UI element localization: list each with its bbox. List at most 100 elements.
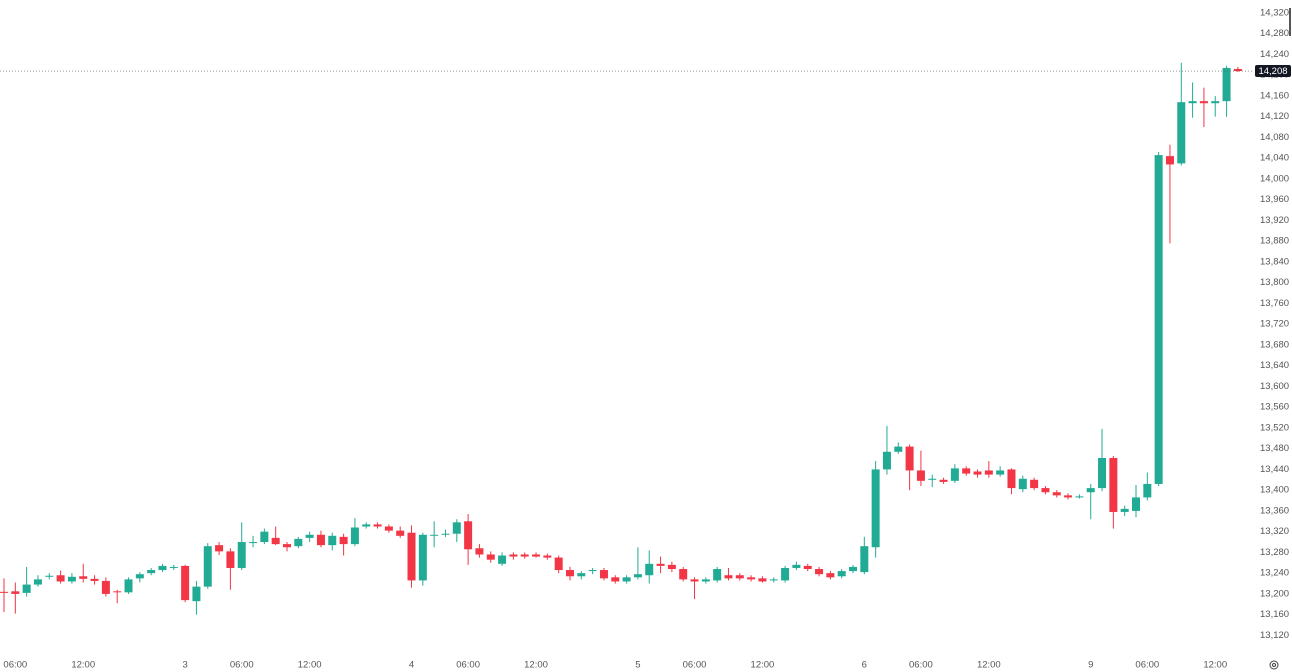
candle-body	[633, 574, 642, 578]
y-tick-label: 13,360	[1260, 505, 1289, 516]
candle-body	[226, 551, 235, 568]
candle-body	[747, 577, 756, 580]
y-tick-label: 13,880	[1260, 236, 1289, 247]
candle-body	[826, 573, 835, 578]
y-tick-label: 13,960	[1260, 194, 1289, 205]
candle-body	[837, 571, 846, 577]
scroll-indicator	[1289, 8, 1291, 36]
candle-body	[79, 576, 88, 579]
candle-body	[33, 579, 42, 585]
y-tick-label: 13,680	[1260, 339, 1289, 350]
candle-body	[373, 524, 382, 527]
candle-body	[181, 565, 190, 601]
candle-body	[984, 470, 993, 475]
candle-body	[237, 542, 246, 568]
candle-body	[1177, 102, 1186, 164]
candle-body	[532, 554, 541, 557]
settings-gear[interactable]	[1269, 660, 1279, 670]
candle-body	[735, 575, 744, 579]
y-tick-label: 14,160	[1260, 90, 1289, 101]
candle-body	[328, 535, 337, 546]
candle-body	[283, 544, 291, 548]
y-tick-label: 13,920	[1260, 215, 1289, 226]
candle-body	[509, 554, 518, 557]
y-tick-label: 14,120	[1260, 111, 1289, 122]
candle-body	[815, 569, 824, 575]
candle-body	[520, 554, 529, 557]
y-tick-label: 14,000	[1260, 173, 1289, 184]
candle-body	[260, 531, 269, 543]
x-tick-label: 12:00	[71, 660, 95, 671]
candle-body	[656, 563, 665, 566]
candle-body	[1222, 67, 1231, 102]
candle-body	[724, 575, 733, 579]
candle-body	[1052, 492, 1061, 496]
x-tick-label: 06:00	[909, 660, 933, 671]
y-tick-label: 13,320	[1260, 526, 1289, 537]
candle-body	[769, 579, 778, 581]
candle-body	[645, 563, 654, 576]
candle-body	[113, 591, 122, 593]
settings-gear-center[interactable]	[1272, 663, 1276, 667]
x-tick-label: 06:00	[1135, 660, 1159, 671]
x-tick-label: 12:00	[524, 660, 548, 671]
candle-body	[1165, 156, 1174, 165]
y-tick-label: 14,320	[1260, 7, 1289, 18]
candle-body	[101, 580, 110, 594]
candle-body	[1041, 488, 1050, 493]
x-tick-label: 12:00	[977, 660, 1001, 671]
y-tick-label: 14,040	[1260, 153, 1289, 164]
x-tick-label: 3	[182, 660, 187, 671]
candle-body	[1109, 458, 1118, 512]
candle-body	[452, 522, 461, 534]
x-tick-label: 06:00	[230, 660, 254, 671]
y-tick-label: 13,840	[1260, 256, 1289, 267]
x-tick-label: 5	[635, 660, 640, 671]
candle-body	[973, 471, 982, 475]
candle-body	[22, 584, 31, 593]
candle-body	[45, 575, 54, 577]
x-tick-label: 9	[1088, 660, 1093, 671]
y-tick-label: 13,200	[1260, 588, 1289, 599]
candle-body	[950, 468, 959, 481]
candle-body	[588, 570, 597, 572]
candle-body	[916, 470, 925, 481]
candle-body	[316, 534, 325, 546]
candle-body	[158, 565, 167, 571]
candle-body	[543, 555, 552, 558]
candle-body	[203, 546, 212, 587]
y-tick-label: 14,240	[1260, 49, 1289, 60]
candle-body	[701, 579, 710, 582]
candle-body	[1098, 458, 1107, 489]
candle-body	[464, 521, 473, 550]
candle-body	[962, 468, 971, 474]
candle-body	[339, 536, 348, 545]
y-tick-label: 13,480	[1260, 443, 1289, 454]
candle-body	[905, 446, 914, 471]
candle-body	[1199, 101, 1208, 104]
y-tick-label: 13,760	[1260, 298, 1289, 309]
candle-body	[135, 574, 144, 579]
candle-body	[599, 570, 608, 579]
candle-body	[350, 527, 359, 545]
candle-body	[894, 446, 903, 452]
y-tick-label: 13,280	[1260, 547, 1289, 558]
y-tick-label: 14,080	[1260, 132, 1289, 143]
candle-body	[192, 586, 201, 602]
candle-body	[475, 548, 484, 555]
candle-body	[566, 570, 574, 577]
candle-body	[690, 579, 699, 582]
candle-body	[860, 546, 869, 573]
candle-body	[1143, 483, 1152, 498]
candle-body	[1188, 101, 1197, 104]
candle-body	[667, 564, 676, 570]
candle-body	[305, 534, 314, 538]
candle-body	[124, 579, 133, 593]
candle-body	[1233, 68, 1242, 72]
candle-body	[849, 566, 857, 572]
x-tick-label: 6	[862, 660, 867, 671]
candle-body	[407, 532, 416, 581]
settings-icon[interactable]	[1269, 660, 1279, 670]
candle-body	[396, 530, 405, 536]
